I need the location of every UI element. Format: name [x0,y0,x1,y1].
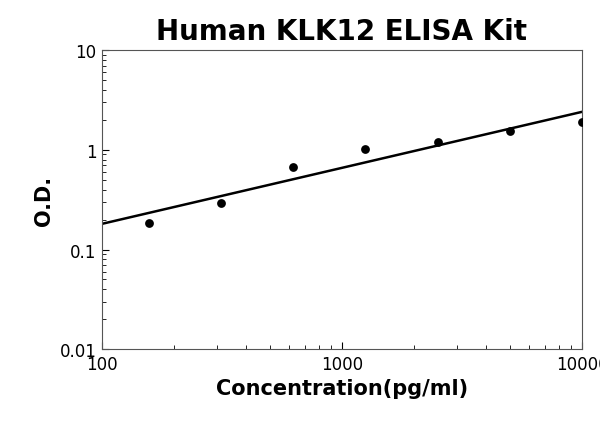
Point [288,164,298,170]
Point [361,146,370,153]
Point [577,119,587,126]
X-axis label: Concentration(pg/ml): Concentration(pg/ml) [216,378,468,398]
Point [144,220,154,227]
Point [433,139,442,146]
Y-axis label: O.D.: O.D. [34,175,54,225]
Title: Human KLK12 ELISA Kit: Human KLK12 ELISA Kit [157,18,527,46]
Point [505,128,515,135]
Point [216,201,226,207]
